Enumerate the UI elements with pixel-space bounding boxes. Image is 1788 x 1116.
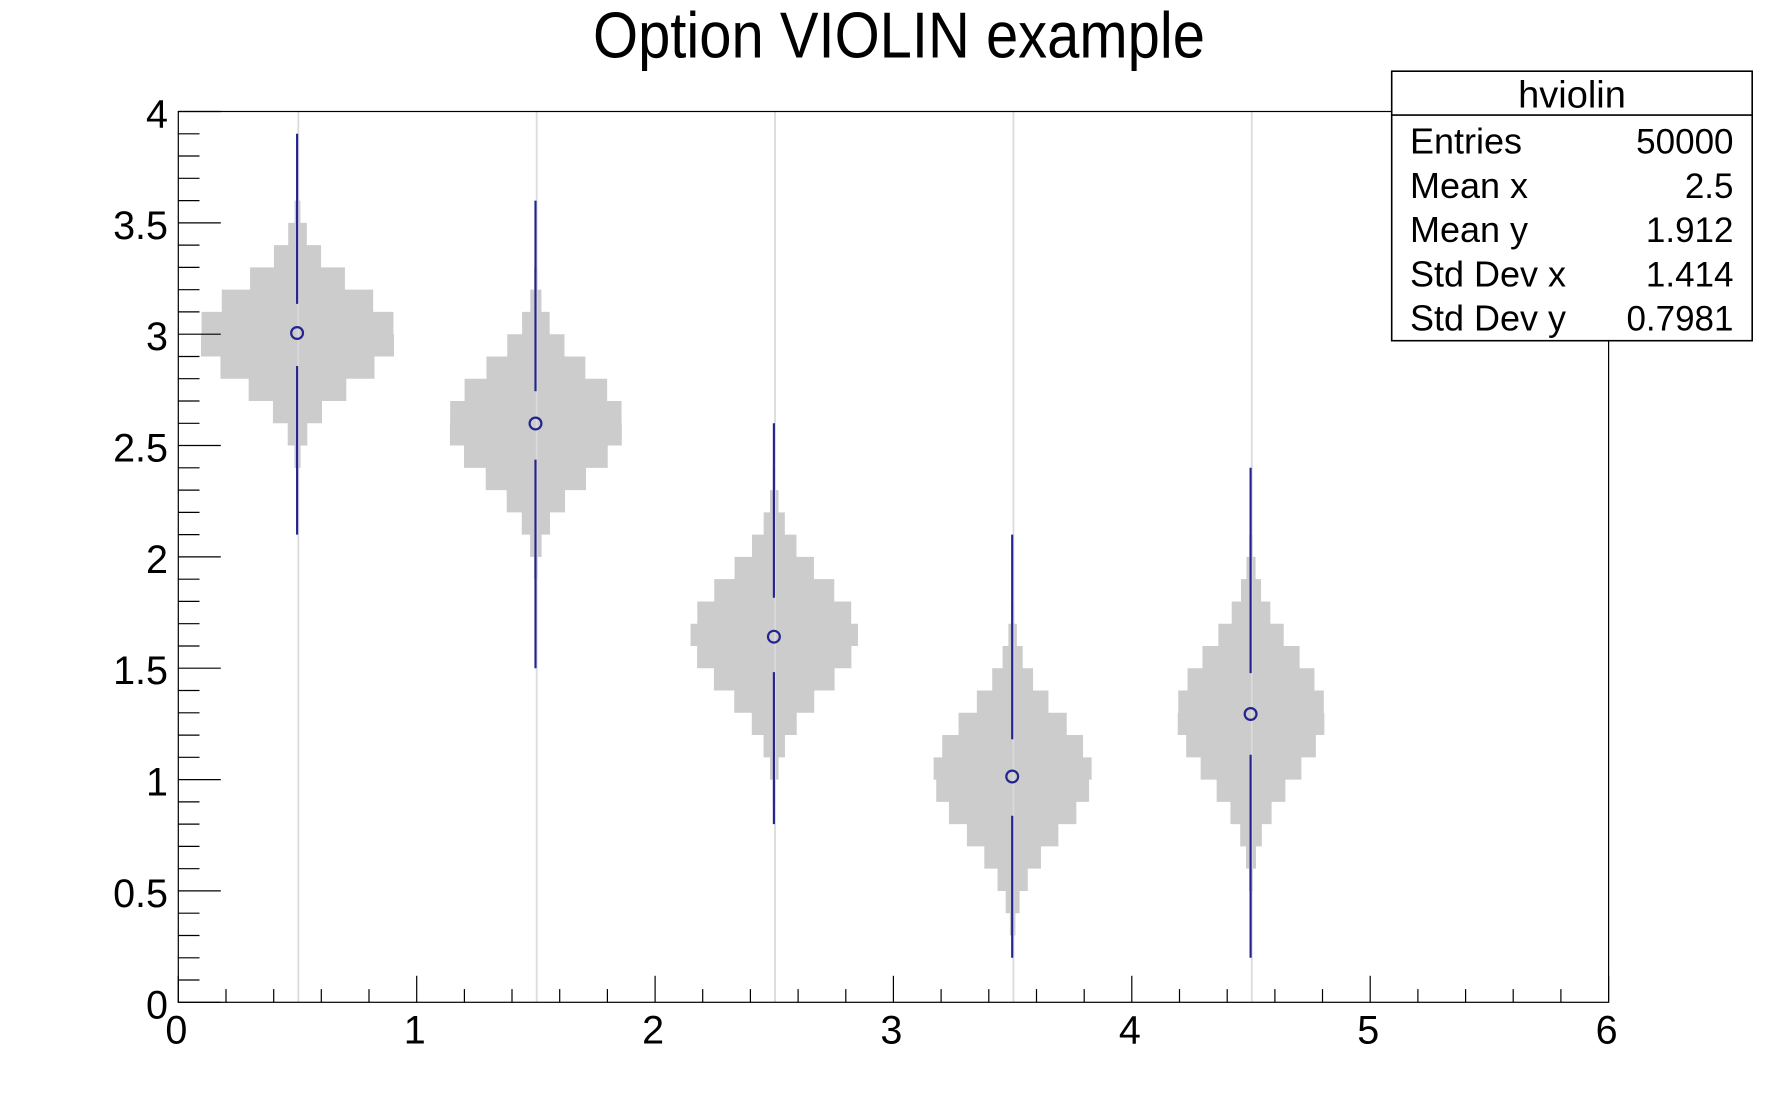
svg-text:1.5: 1.5 [113, 649, 168, 693]
svg-text:0: 0 [146, 983, 168, 1027]
svg-text:0.5: 0.5 [113, 872, 168, 916]
svg-text:1.912: 1.912 [1646, 211, 1734, 250]
svg-text:2: 2 [642, 1009, 664, 1053]
svg-text:1: 1 [404, 1009, 426, 1053]
svg-text:2: 2 [146, 538, 168, 582]
svg-text:4: 4 [1119, 1009, 1141, 1053]
svg-text:Mean y: Mean y [1410, 209, 1528, 250]
svg-text:3: 3 [880, 1009, 902, 1053]
svg-text:Std Dev x: Std Dev x [1410, 253, 1566, 294]
svg-text:0: 0 [165, 1009, 187, 1053]
svg-text:3: 3 [146, 315, 168, 359]
svg-text:5: 5 [1357, 1009, 1379, 1053]
svg-text:Option VIOLIN example: Option VIOLIN example [593, 0, 1205, 72]
svg-text:6: 6 [1596, 1009, 1618, 1053]
svg-text:0.7981: 0.7981 [1626, 300, 1733, 339]
svg-text:Mean x: Mean x [1410, 165, 1528, 206]
svg-text:1: 1 [146, 761, 168, 805]
svg-text:Std Dev y: Std Dev y [1410, 298, 1566, 339]
svg-text:2.5: 2.5 [113, 427, 168, 471]
svg-text:hviolin: hviolin [1518, 75, 1626, 117]
svg-text:Entries: Entries [1410, 121, 1522, 162]
svg-text:3.5: 3.5 [113, 204, 168, 248]
svg-text:50000: 50000 [1636, 123, 1733, 162]
svg-text:1.414: 1.414 [1646, 255, 1734, 294]
svg-text:4: 4 [146, 93, 168, 137]
svg-text:2.5: 2.5 [1685, 167, 1734, 206]
